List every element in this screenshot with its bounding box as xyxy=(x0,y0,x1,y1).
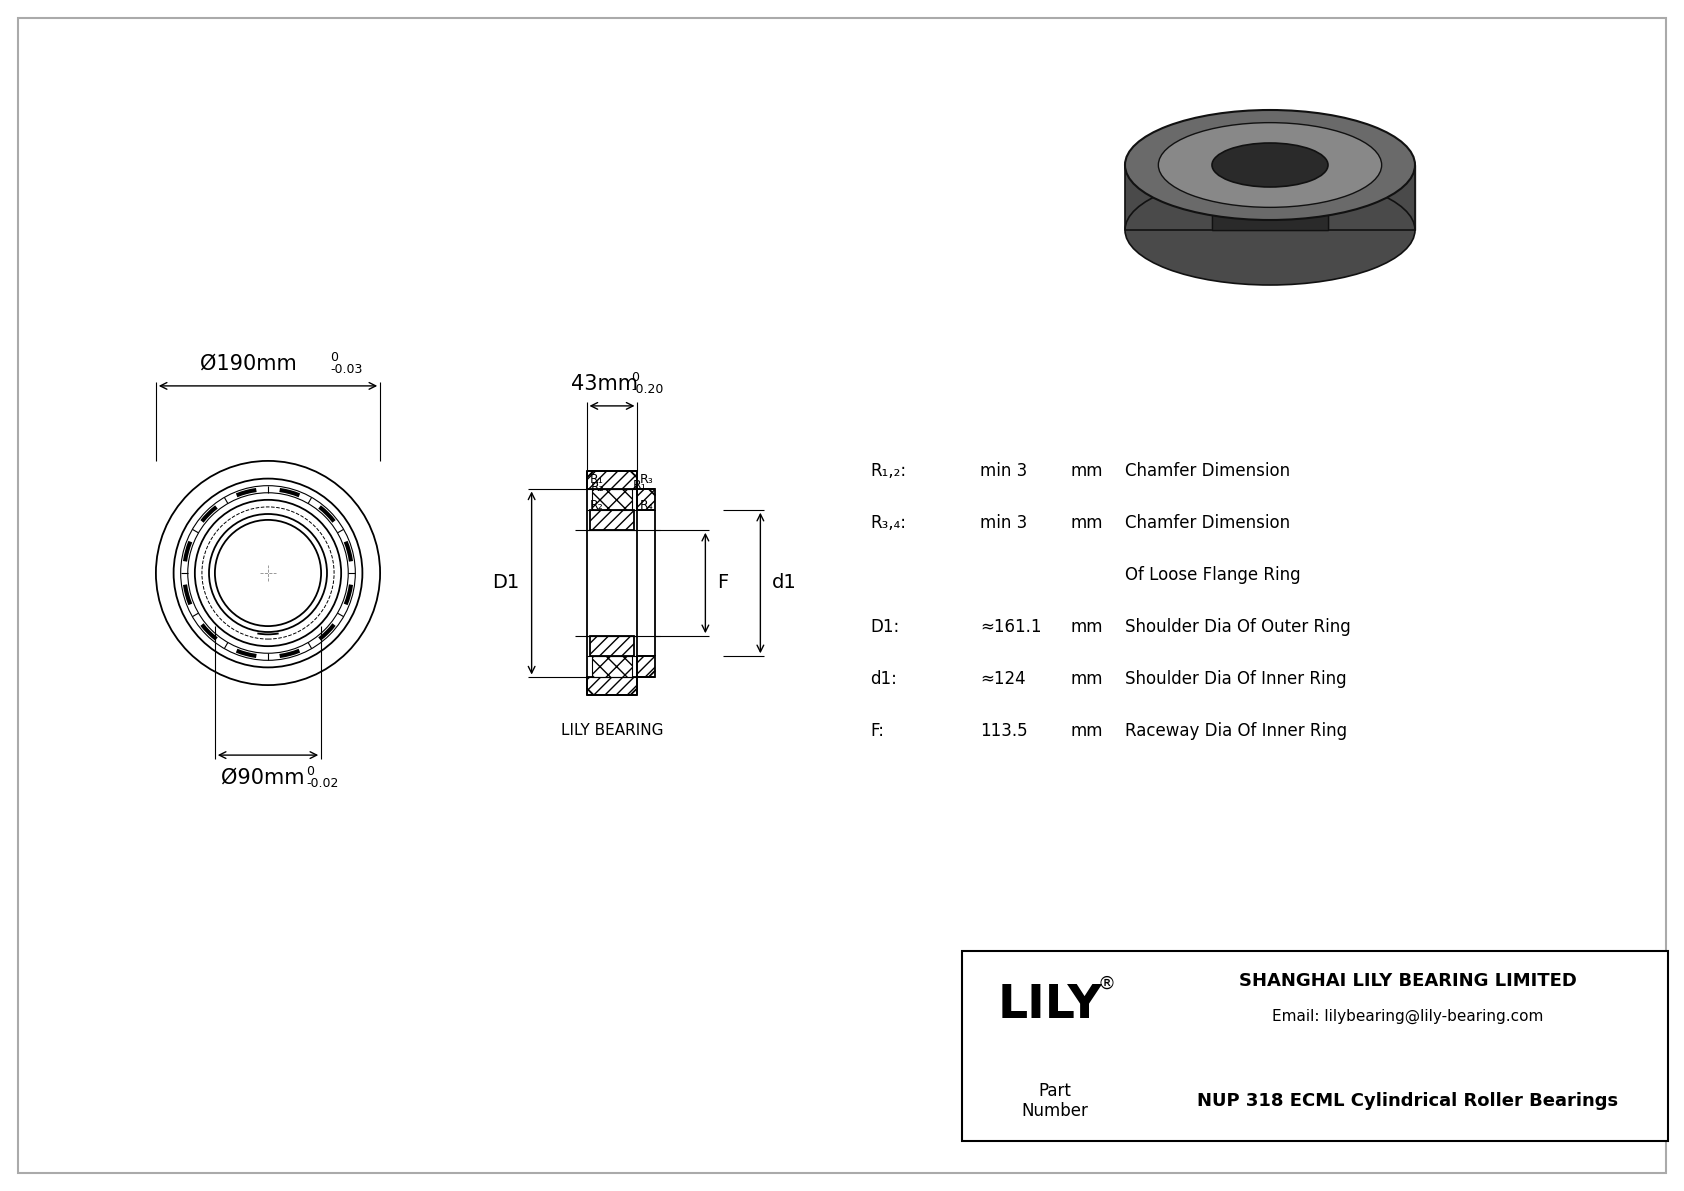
Text: mm: mm xyxy=(1069,722,1103,740)
Text: mm: mm xyxy=(1069,618,1103,636)
Text: ≈161.1: ≈161.1 xyxy=(980,618,1041,636)
Ellipse shape xyxy=(1125,110,1415,220)
Text: F: F xyxy=(717,574,729,592)
Text: Shoulder Dia Of Outer Ring: Shoulder Dia Of Outer Ring xyxy=(1125,618,1351,636)
Text: Shoulder Dia Of Inner Ring: Shoulder Dia Of Inner Ring xyxy=(1125,671,1347,688)
Bar xyxy=(637,656,655,678)
Text: Chamfer Dimension: Chamfer Dimension xyxy=(1125,462,1290,480)
Text: Ø190mm: Ø190mm xyxy=(200,354,296,374)
Bar xyxy=(591,488,633,510)
Text: 113.5: 113.5 xyxy=(980,722,1027,740)
Bar xyxy=(637,488,655,510)
Text: D1:: D1: xyxy=(871,618,899,636)
Text: 0: 0 xyxy=(330,351,338,364)
Text: mm: mm xyxy=(1069,462,1103,480)
Text: R₄: R₄ xyxy=(640,499,653,512)
Text: R₁: R₁ xyxy=(633,479,647,492)
Polygon shape xyxy=(1125,166,1415,230)
Text: ®: ® xyxy=(1098,975,1115,993)
Ellipse shape xyxy=(1125,175,1415,285)
Text: R₂: R₂ xyxy=(591,481,605,494)
Text: -0.03: -0.03 xyxy=(330,363,362,376)
Ellipse shape xyxy=(1212,143,1329,187)
Bar xyxy=(962,950,1667,1141)
Bar xyxy=(591,656,633,678)
Text: Chamfer Dimension: Chamfer Dimension xyxy=(1125,515,1290,532)
Text: F:: F: xyxy=(871,722,884,740)
Text: SHANGHAI LILY BEARING LIMITED: SHANGHAI LILY BEARING LIMITED xyxy=(1238,972,1576,990)
Text: D1: D1 xyxy=(492,574,520,592)
Text: 0: 0 xyxy=(632,370,638,384)
Text: Ø90mm: Ø90mm xyxy=(221,767,305,787)
Text: Email: lilybearing@lily-bearing.com: Email: lilybearing@lily-bearing.com xyxy=(1271,1009,1543,1023)
Text: Raceway Dia Of Inner Ring: Raceway Dia Of Inner Ring xyxy=(1125,722,1347,740)
Text: R₃: R₃ xyxy=(640,473,653,486)
Text: d1:: d1: xyxy=(871,671,898,688)
Text: mm: mm xyxy=(1069,515,1103,532)
Bar xyxy=(589,510,635,530)
Polygon shape xyxy=(1212,166,1329,230)
Text: NUP 318 ECML Cylindrical Roller Bearings: NUP 318 ECML Cylindrical Roller Bearings xyxy=(1197,1092,1618,1110)
Text: d1: d1 xyxy=(773,574,797,592)
Text: min 3: min 3 xyxy=(980,462,1027,480)
Text: -0.20: -0.20 xyxy=(632,382,663,395)
Text: 43mm: 43mm xyxy=(571,374,638,394)
Text: LILY BEARING: LILY BEARING xyxy=(561,723,663,738)
Bar xyxy=(586,678,637,696)
Ellipse shape xyxy=(1159,123,1381,207)
Text: min 3: min 3 xyxy=(980,515,1027,532)
Bar xyxy=(589,636,635,656)
Text: Of Loose Flange Ring: Of Loose Flange Ring xyxy=(1125,566,1300,584)
Text: -0.02: -0.02 xyxy=(306,777,338,790)
Text: LILY: LILY xyxy=(997,984,1101,1029)
Text: R₃,₄:: R₃,₄: xyxy=(871,515,906,532)
Text: R₁: R₁ xyxy=(589,473,603,486)
Text: 0: 0 xyxy=(306,765,313,778)
Text: mm: mm xyxy=(1069,671,1103,688)
Text: R₁,₂:: R₁,₂: xyxy=(871,462,906,480)
Text: ≈124: ≈124 xyxy=(980,671,1026,688)
Bar xyxy=(586,470,637,488)
Text: R₂: R₂ xyxy=(589,499,603,512)
Text: Part
Number: Part Number xyxy=(1021,1081,1088,1121)
